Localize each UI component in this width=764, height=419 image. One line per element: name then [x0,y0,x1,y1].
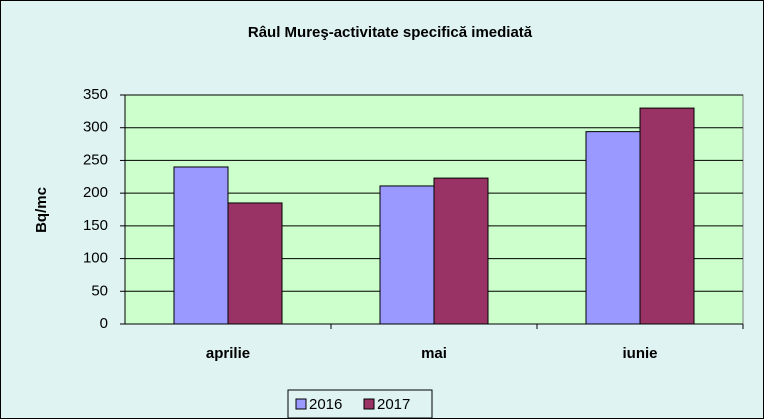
x-tick-label: iunie [622,345,657,362]
y-tick-label: 300 [83,119,108,136]
legend-box [287,389,433,419]
legend-label: 2016 [309,396,342,413]
chart-title: Râul Mureş-activitate specifică imediată [248,24,533,41]
bar [173,166,229,325]
y-tick-label: 250 [83,151,108,168]
y-tick-label: 350 [83,86,108,103]
bar [639,107,695,325]
legend-swatch [295,398,307,410]
x-tick-label: mai [421,345,447,362]
y-tick-label: 150 [83,217,108,234]
y-tick-label: 200 [83,184,108,201]
legend-swatch [363,398,375,410]
bar [433,177,489,325]
y-tick-label: 50 [91,282,108,299]
bar [227,202,283,325]
bar [379,185,435,325]
y-axis-label: Bq/mc [33,187,50,233]
y-tick-label: 100 [83,250,108,267]
y-tick-label: 0 [100,315,108,332]
legend-label: 2017 [377,396,410,413]
bar [585,131,641,325]
x-tick-label: aprilie [206,345,250,362]
